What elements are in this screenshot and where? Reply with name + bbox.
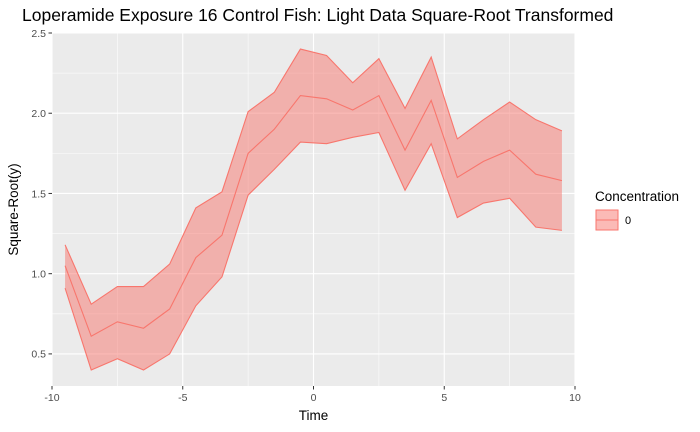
x-axis-title: Time <box>299 408 329 423</box>
x-axis: -10 -5 0 5 10 <box>44 386 581 404</box>
upper-bound-line <box>64 48 563 305</box>
chart-title: Loperamide Exposure 16 Control Fish: Lig… <box>22 5 613 25</box>
x-tick-label: 0 <box>311 392 317 404</box>
y-tick-label: 1.0 <box>31 268 46 280</box>
x-tick-label: -5 <box>178 392 187 404</box>
legend: Concentration 0 <box>595 189 679 231</box>
x-tick-label: -10 <box>44 392 59 404</box>
y-tick-label: 2.5 <box>31 28 46 40</box>
legend-entries: 0 <box>595 209 631 231</box>
y-axis: 0.5 1.0 1.5 2.0 2.5 <box>31 28 52 361</box>
legend-title: Concentration <box>595 189 679 204</box>
lower-bound-line <box>64 131 562 371</box>
x-tick-label: 10 <box>569 392 581 404</box>
x-tick-label: 5 <box>441 392 447 404</box>
y-tick-label: 2.0 <box>31 108 46 120</box>
legend-label: 0 <box>625 215 631 227</box>
y-tick-label: 0.5 <box>31 349 46 361</box>
y-axis-title: Square-Root(y) <box>6 163 21 255</box>
ribbon-band <box>65 49 562 370</box>
mean-line <box>64 94 563 338</box>
y-tick-label: 1.5 <box>31 188 46 200</box>
series-layer <box>64 48 563 371</box>
